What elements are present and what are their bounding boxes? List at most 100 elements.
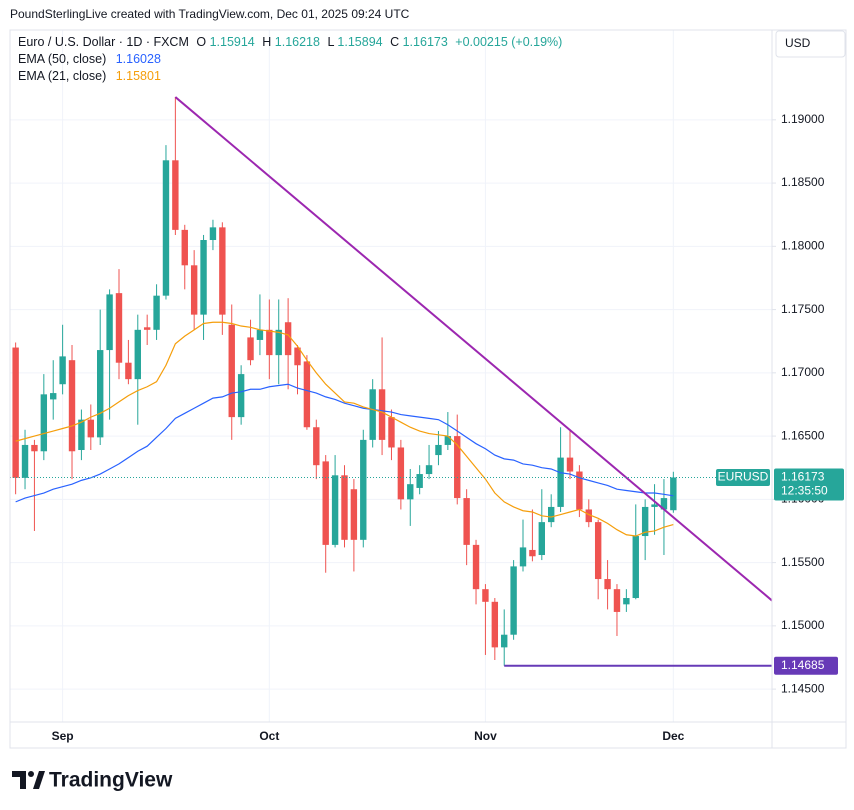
candle-body	[623, 598, 630, 605]
last-price-box	[774, 468, 844, 501]
candle-body	[547, 506, 555, 523]
y-tick-label: 1.15500	[781, 555, 825, 569]
legend-entry: EMA (50, close)	[18, 52, 106, 66]
y-tick-label: 1.16500	[781, 428, 825, 442]
candle-body	[425, 465, 433, 475]
trendline	[174, 96, 773, 602]
candle-body	[303, 361, 311, 428]
candle-body	[181, 229, 188, 266]
candle-body	[31, 444, 38, 452]
candle-body	[407, 484, 414, 500]
candle-body	[388, 417, 395, 448]
candle-body	[247, 337, 254, 361]
candle-body	[115, 293, 123, 363]
plot-layer	[10, 96, 773, 667]
last-price-label: 1.16173	[781, 470, 825, 484]
candle-body	[21, 444, 29, 478]
candle-body	[12, 347, 19, 478]
logo-icon	[12, 771, 26, 789]
legend-low: 1.15894	[337, 35, 382, 49]
legend-close: 1.16173	[403, 35, 448, 49]
candle-body	[190, 265, 198, 315]
candle-body	[284, 322, 292, 356]
legend-entry: EMA (21, close)	[18, 69, 106, 83]
candle-body	[59, 356, 66, 385]
candle-body	[266, 329, 273, 356]
candle-body	[106, 294, 113, 351]
y-tick-label: 1.18500	[781, 175, 825, 189]
candle-body	[228, 324, 235, 418]
y-tick-label: 1.17000	[781, 365, 825, 379]
candle-body	[313, 427, 320, 466]
candle-body	[294, 347, 301, 366]
candle-body	[397, 447, 405, 500]
candle-body	[369, 389, 376, 440]
legend-high-label: H	[262, 35, 271, 49]
currency[interactable]: USD	[785, 36, 811, 50]
ema-line	[15, 383, 674, 503]
candle-body	[350, 489, 358, 540]
symbol-label: EURUSD	[718, 470, 769, 484]
candle-body	[529, 549, 536, 557]
legend-value: 1.15801	[116, 69, 161, 83]
candle-body	[463, 498, 470, 545]
symbol-title: Euro / U.S. Dollar · 1D · FXCM	[18, 35, 189, 49]
candle-body	[416, 474, 423, 488]
ema-line	[15, 321, 674, 537]
legend-change: +0.00215 (+0.19%)	[455, 35, 562, 49]
candle-body	[613, 589, 621, 612]
x-tick-label: Oct	[259, 729, 279, 743]
y-tick-label: 1.19000	[781, 112, 825, 126]
candle-body	[331, 475, 339, 545]
legend-high: 1.16218	[275, 35, 320, 49]
candle-body	[519, 547, 527, 567]
legend-open-label: O	[196, 35, 206, 49]
candle-body	[275, 329, 282, 356]
price-label-box	[774, 656, 838, 675]
legend-close-label: C	[390, 35, 399, 49]
candle-body	[96, 350, 104, 438]
candle-body	[557, 457, 564, 507]
header: PoundSterlingLive created with TradingVi…	[10, 7, 410, 21]
logo-icon	[28, 771, 34, 777]
candle-body	[78, 419, 85, 451]
candle-body	[125, 362, 132, 380]
candle-body	[660, 498, 668, 510]
candle-body	[237, 374, 245, 418]
candle-body	[472, 544, 480, 590]
legend-main: Euro / U.S. Dollar · 1D · FXCM O 1.15914…	[18, 35, 562, 49]
countdown: 12:35:50	[781, 484, 828, 498]
x-tick-label: Nov	[474, 729, 497, 743]
y-tick-label: 1.14500	[781, 681, 825, 695]
candle-body	[50, 393, 57, 400]
candle-body	[209, 227, 217, 241]
candle-body	[501, 634, 508, 648]
currency-box[interactable]	[775, 30, 846, 58]
candle-body	[670, 477, 677, 511]
candle-body	[435, 444, 442, 456]
price-label: 1.14685	[781, 658, 825, 672]
candle-body	[341, 475, 348, 540]
candle-body	[153, 295, 160, 330]
axis-layer: 1.145001.150001.155001.160001.165001.170…	[52, 112, 844, 743]
x-tick-label: Dec	[662, 729, 684, 743]
legend-open: 1.15914	[210, 35, 255, 49]
candle-body	[576, 471, 583, 510]
candle-body	[491, 601, 499, 648]
candle-body	[40, 394, 48, 452]
candle-body	[641, 506, 649, 537]
candle-body	[378, 389, 386, 440]
logo-text: TradingView	[49, 769, 173, 792]
legend-low-label: L	[327, 35, 334, 49]
candle-body	[604, 579, 611, 590]
candle-body	[256, 329, 264, 340]
legend-value: 1.16028	[116, 52, 161, 66]
y-tick-label: 1.15000	[781, 618, 825, 632]
logo: TradingView	[12, 769, 173, 792]
candle-body	[538, 522, 546, 556]
candle-body	[172, 160, 179, 230]
y-tick-label: 1.17500	[781, 302, 825, 316]
candle-body	[482, 589, 489, 602]
